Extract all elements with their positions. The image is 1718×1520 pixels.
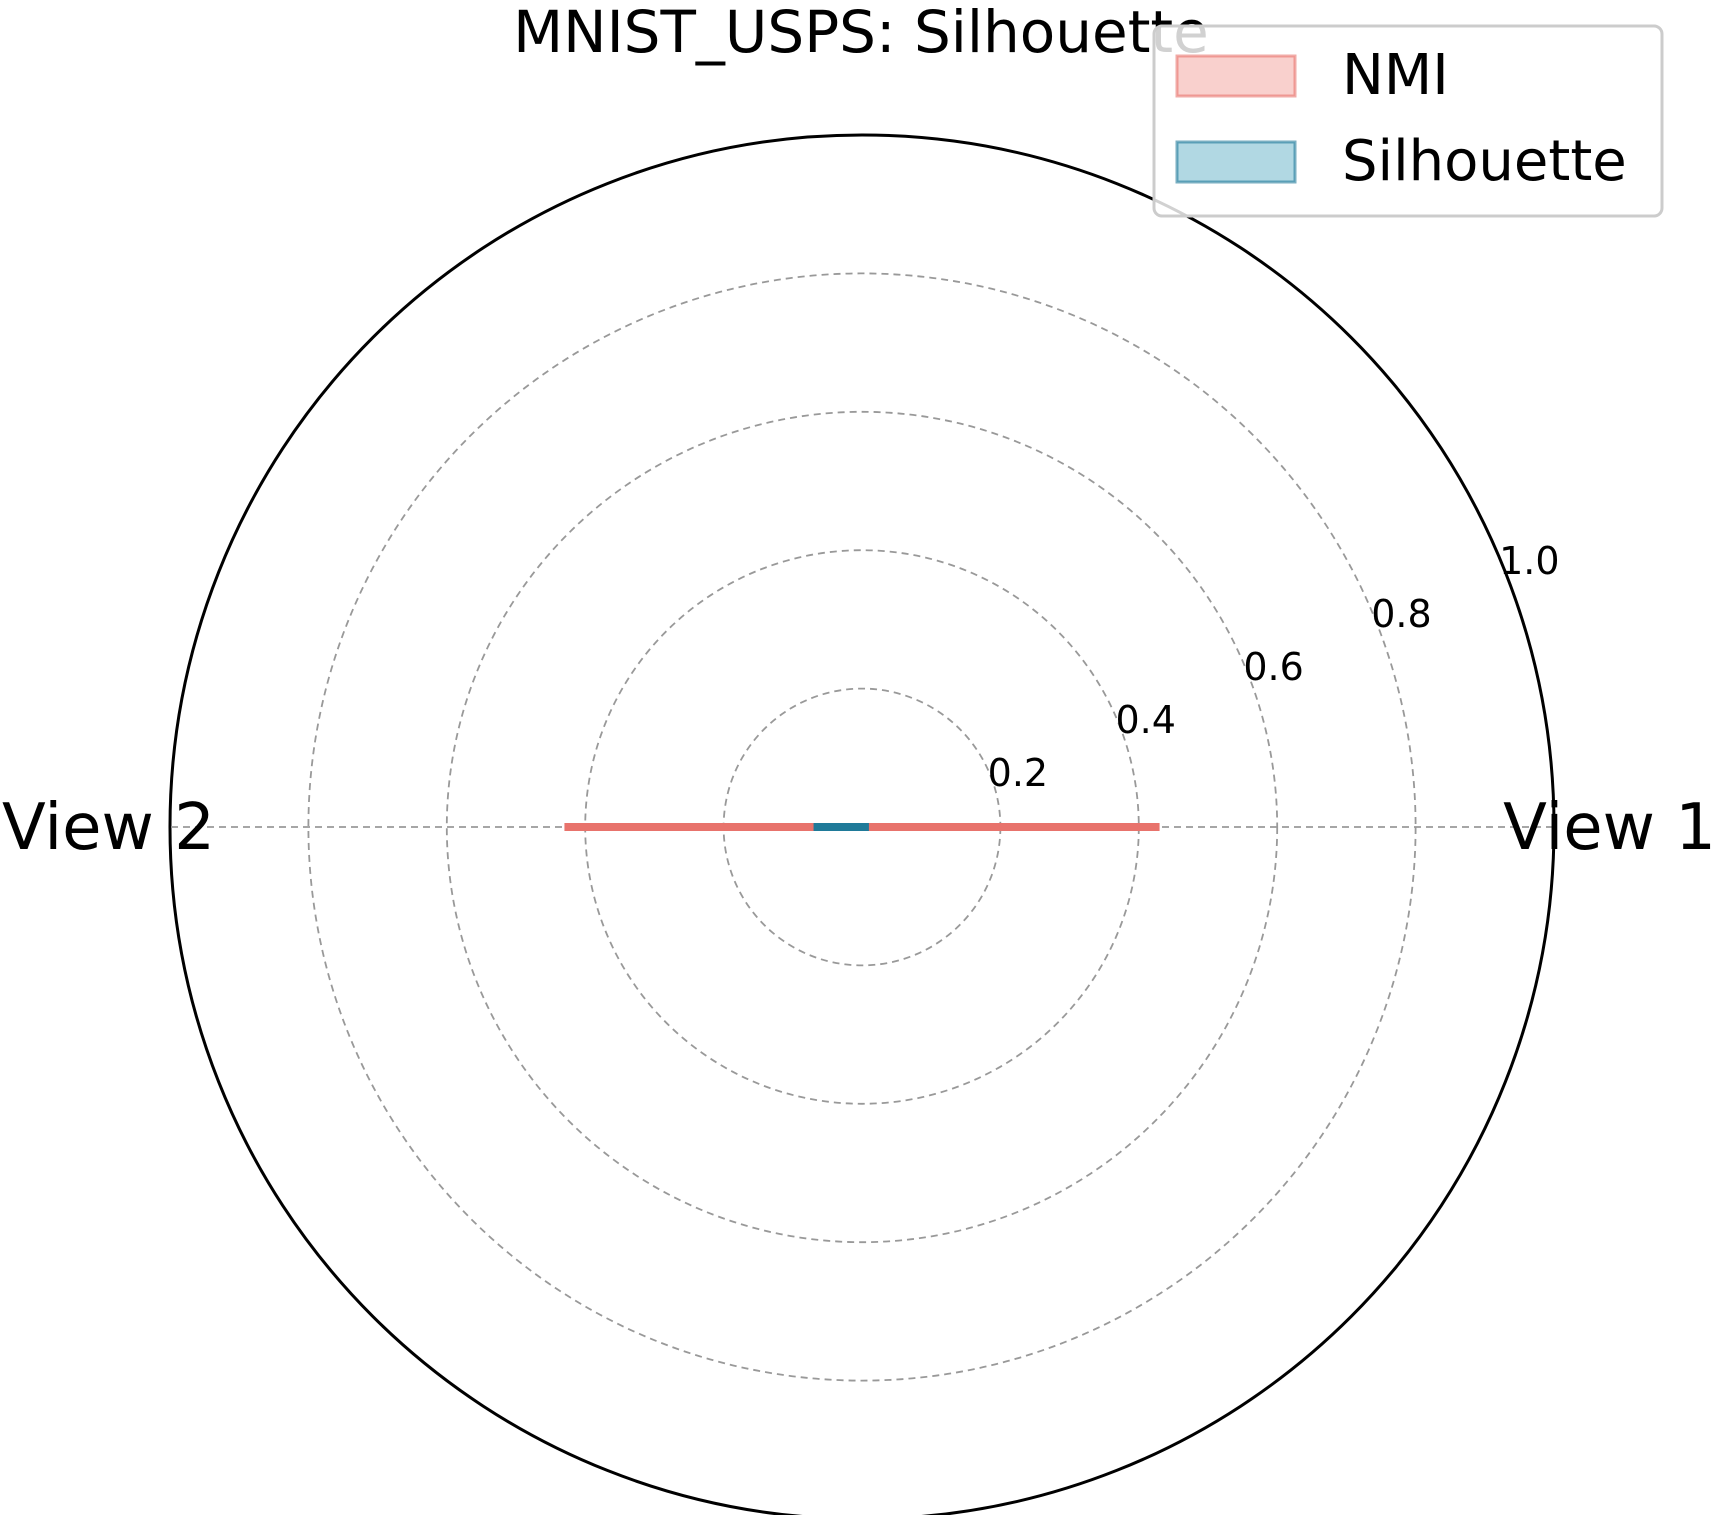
r-tick-label-3: 0.8 xyxy=(1371,592,1431,636)
legend-swatch-silhouette xyxy=(1175,140,1297,184)
axis-label-2: View 2 xyxy=(2,791,215,865)
legend: NMI Silhouette xyxy=(1152,24,1664,218)
legend-label-silhouette: Silhouette xyxy=(1342,129,1627,194)
r-tick-label-1: 0.4 xyxy=(1116,698,1176,742)
grid-circle-2 xyxy=(445,410,1279,1244)
tick-label-layer: 0.2 0.4 0.6 0.8 1.0 xyxy=(988,539,1560,795)
r-tick-label-2: 0.6 xyxy=(1243,645,1303,689)
axis-label-1: View 1 xyxy=(1503,791,1716,865)
r-tick-label-0: 0.2 xyxy=(988,751,1048,795)
axis-label-layer: View 1 View 2 xyxy=(2,791,1716,865)
r-tick-label-4: 1.0 xyxy=(1499,539,1559,583)
chart-title: MNIST_USPS: Silhouette xyxy=(513,0,1209,66)
legend-swatch-nmi xyxy=(1175,54,1297,98)
legend-label-nmi: NMI xyxy=(1342,43,1449,108)
